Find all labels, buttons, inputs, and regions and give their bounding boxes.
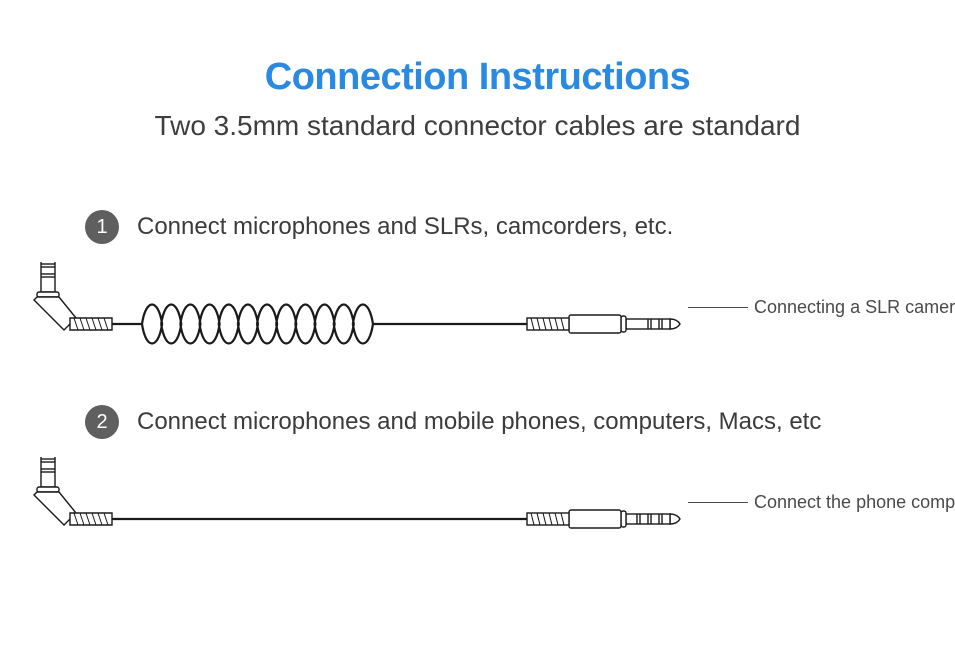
step-1-text: Connect microphones and SLRs, camcorders… bbox=[137, 213, 673, 241]
cable-coiled-diagram bbox=[28, 262, 688, 352]
step-2-cable-row: Connect the phone computer bbox=[28, 457, 955, 547]
step-1-badge: 1 bbox=[85, 210, 119, 244]
callout-leader-1 bbox=[688, 307, 748, 308]
cable-straight-diagram bbox=[28, 457, 688, 547]
page-subtitle: Two 3.5mm standard connector cables are … bbox=[0, 110, 955, 142]
step-2-callout: Connect the phone computer bbox=[754, 492, 955, 513]
step-1-cable-row: Connecting a SLR camera bbox=[28, 262, 955, 352]
callout-leader-2 bbox=[688, 502, 748, 503]
step-1-header: 1 Connect microphones and SLRs, camcorde… bbox=[85, 210, 955, 244]
step-1-section: 1 Connect microphones and SLRs, camcorde… bbox=[0, 210, 955, 352]
step-2-badge: 2 bbox=[85, 405, 119, 439]
step-2-text: Connect microphones and mobile phones, c… bbox=[137, 408, 821, 436]
step-2-section: 2 Connect microphones and mobile phones,… bbox=[0, 405, 955, 547]
page-title: Connection Instructions bbox=[0, 56, 955, 99]
step-1-callout: Connecting a SLR camera bbox=[754, 297, 955, 318]
step-2-header: 2 Connect microphones and mobile phones,… bbox=[85, 405, 955, 439]
